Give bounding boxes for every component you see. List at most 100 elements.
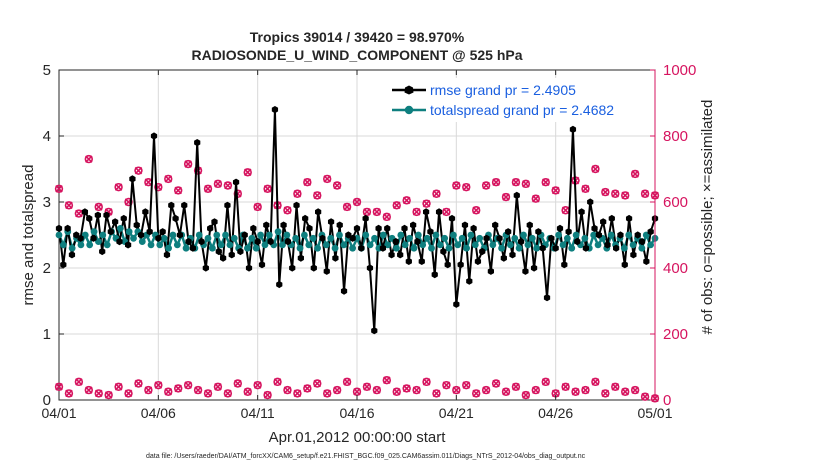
- totalspread-point: [515, 244, 523, 252]
- obs-possible-point: [313, 191, 322, 200]
- obs-assimilated-point: [541, 377, 550, 387]
- rmse-point: [366, 264, 374, 272]
- obs-possible-point: [630, 169, 640, 179]
- obs-assimilated-point: [253, 380, 262, 390]
- legend-spread-marker: [404, 105, 414, 115]
- obs-possible-point: [352, 197, 362, 207]
- obs-possible-point: [94, 202, 103, 212]
- rmse-point: [103, 211, 110, 219]
- rmse-point: [384, 224, 391, 232]
- totalspread-point: [607, 231, 615, 239]
- rmse-point: [375, 224, 382, 232]
- obs-assimilated-point: [154, 380, 163, 390]
- obs-possible-point: [174, 186, 183, 195]
- rmse-point: [487, 267, 494, 275]
- obs-assimilated-point: [54, 382, 64, 391]
- obs-possible-point: [581, 184, 590, 194]
- rmse-point: [470, 224, 477, 232]
- rmse-point: [176, 231, 184, 239]
- rmse-point: [60, 261, 67, 269]
- totalspread-point: [498, 244, 506, 252]
- obs-assimilated-point: [511, 382, 521, 391]
- totalspread-point: [301, 231, 308, 239]
- totalspread-point: [252, 244, 260, 252]
- rmse-point: [340, 287, 348, 295]
- totalspread-point: [55, 231, 63, 239]
- obs-possible-point: [481, 181, 491, 190]
- tick-layer: 04/01 04/06 04/11 04/16 04/21 04/26 05/0101234…: [41, 62, 696, 421]
- obs-possible-point: [253, 202, 262, 212]
- rmse-point: [315, 208, 322, 216]
- rmse-point: [302, 214, 309, 223]
- rmse-point: [388, 251, 395, 259]
- rmse-point: [271, 106, 279, 114]
- totalspread-point: [432, 231, 440, 239]
- rmse-point: [634, 231, 641, 239]
- rmse-point: [595, 231, 602, 239]
- rmse-point: [604, 241, 611, 249]
- rmse-point: [276, 280, 283, 289]
- totalspread-point: [204, 234, 212, 242]
- x-tick-label: 04/21: [439, 405, 474, 421]
- obs-assimilated-point: [571, 387, 580, 396]
- obs-assimilated-point: [183, 380, 193, 390]
- totalspread-point: [594, 241, 602, 249]
- totalspread-point: [401, 241, 409, 249]
- rmse-point: [461, 221, 469, 229]
- obs-possible-point: [342, 202, 352, 212]
- obs-assimilated-point: [620, 387, 630, 396]
- rmse-point: [258, 261, 266, 269]
- rmse-point: [293, 201, 300, 209]
- obs-possible-point: [54, 184, 64, 194]
- totalspread-point: [423, 234, 431, 242]
- rmse-point: [159, 228, 166, 236]
- obs-assimilated-point: [382, 376, 391, 385]
- y-left-tick-label: 5: [43, 62, 51, 79]
- totalspread-point: [305, 241, 313, 249]
- totalspread-point: [182, 244, 190, 252]
- obs-possible-point: [293, 189, 302, 198]
- obs-possible-point: [323, 174, 332, 184]
- obs-assimilated-point: [561, 382, 570, 391]
- totalspread-point: [397, 231, 405, 239]
- totalspread-point: [511, 234, 519, 242]
- rmse-point: [220, 254, 227, 262]
- obs-assimilated-point: [640, 392, 650, 401]
- rmse-point: [535, 228, 542, 236]
- totalspread-point: [647, 241, 655, 249]
- rmse-point: [168, 201, 175, 209]
- rmse-point: [556, 224, 564, 232]
- obs-assimilated-point: [313, 379, 322, 388]
- rmse-point: [518, 238, 525, 246]
- rmse-point: [405, 257, 412, 265]
- rmse-point: [444, 261, 451, 269]
- y-left-tick-label: 1: [43, 326, 51, 343]
- rmse-point: [297, 254, 304, 262]
- obs-possible-point: [84, 154, 94, 164]
- rmse-point: [638, 238, 646, 246]
- rmse-point: [189, 244, 196, 252]
- rmse-point: [453, 300, 460, 308]
- totalspread-point: [169, 231, 177, 239]
- obs-possible-point: [134, 166, 143, 175]
- rmse-point: [539, 244, 546, 252]
- obs-possible-point: [422, 199, 431, 208]
- totalspread-point: [476, 234, 484, 242]
- totalspread-point: [156, 241, 164, 249]
- totalspread-point: [563, 234, 571, 242]
- obs-assimilated-point: [472, 389, 481, 398]
- obs-assimilated-point: [124, 389, 133, 398]
- rmse-point: [435, 208, 443, 216]
- rmse-point: [625, 214, 633, 223]
- totalspread-point: [173, 241, 181, 249]
- obs-possible-point: [640, 189, 650, 198]
- rmse-point: [582, 244, 590, 252]
- y-left-tick-label: 0: [43, 392, 51, 409]
- totalspread-point: [572, 231, 580, 239]
- rmse-point: [90, 234, 97, 242]
- legend-rmse-label: rmse grand pr = 2.4905: [430, 82, 576, 98]
- obs-possible-point: [213, 179, 223, 189]
- y-right-tick-label: 200: [663, 326, 688, 343]
- totalspread-point: [428, 244, 435, 252]
- obs-possible-point: [452, 181, 461, 190]
